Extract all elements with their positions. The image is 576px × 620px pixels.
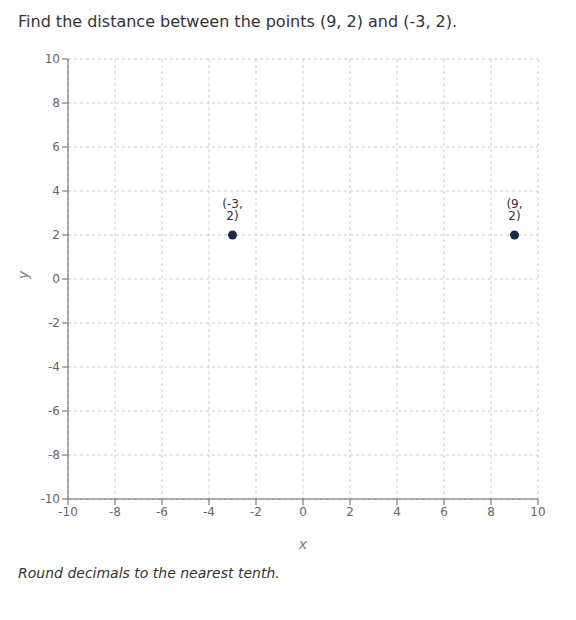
svg-text:10: 10 bbox=[45, 52, 60, 66]
svg-text:-4: -4 bbox=[48, 360, 60, 374]
svg-text:-6: -6 bbox=[156, 505, 168, 519]
svg-text:6: 6 bbox=[440, 505, 448, 519]
svg-text:-8: -8 bbox=[48, 448, 60, 462]
svg-text:-4: -4 bbox=[203, 505, 215, 519]
svg-text:-10: -10 bbox=[58, 505, 78, 519]
svg-text:-2: -2 bbox=[250, 505, 262, 519]
svg-text:(9,2): (9,2) bbox=[506, 197, 522, 223]
svg-text:-8: -8 bbox=[109, 505, 121, 519]
svg-text:0: 0 bbox=[299, 505, 307, 519]
svg-text:(-3,2): (-3,2) bbox=[222, 197, 242, 223]
svg-text:-10: -10 bbox=[40, 492, 60, 506]
svg-text:8: 8 bbox=[487, 505, 495, 519]
html-text:Find the distance between the: Find the distance between the points (9,… bbox=[18, 12, 458, 31]
svg-text:6: 6 bbox=[52, 140, 60, 154]
svg-text:2: 2 bbox=[52, 228, 60, 242]
svg-text:y: y bbox=[15, 270, 31, 280]
svg-text:0: 0 bbox=[52, 272, 60, 286]
html-text:Round decimals to the nearest: Round decimals to the nearest tenth. bbox=[18, 565, 280, 581]
svg-text:2: 2 bbox=[346, 505, 354, 519]
svg-text:10: 10 bbox=[530, 505, 545, 519]
svg-text:4: 4 bbox=[393, 505, 401, 519]
svg-text:-2: -2 bbox=[48, 316, 60, 330]
svg-text:8: 8 bbox=[52, 96, 60, 110]
svg-text:-6: -6 bbox=[48, 404, 60, 418]
svg-text:4: 4 bbox=[52, 184, 60, 198]
svg-text:x: x bbox=[298, 536, 308, 552]
